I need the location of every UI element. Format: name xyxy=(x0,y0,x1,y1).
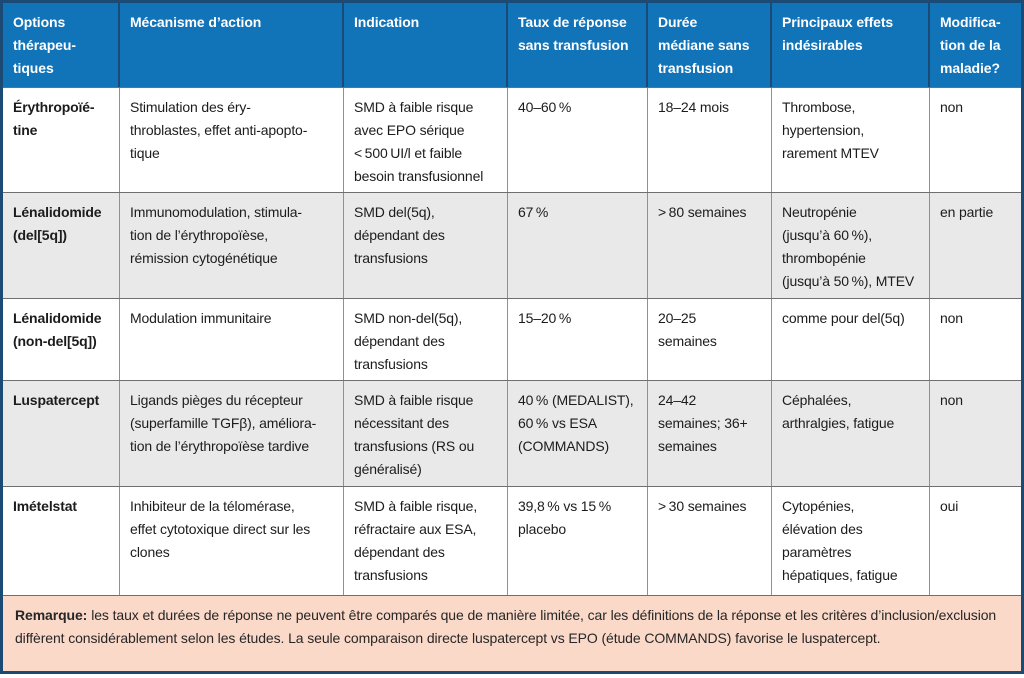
response-rate-cell: 40 % (MEDALIST), 60 % vs ESA (COMMANDS) xyxy=(508,381,648,486)
mechanism-cell: Modulation immunitaire xyxy=(120,299,344,380)
duration-cell: > 30 semaines xyxy=(648,487,772,595)
table-header-row: Options thérapeu- tiques Mécanisme d’act… xyxy=(3,3,1021,87)
drug-name-cell: Luspatercept xyxy=(3,381,120,486)
row-imetelstat: Imételstat Inhibiteur de la télomérase, … xyxy=(3,486,1021,595)
adverse-effects-cell: Neutropénie (jusqu’à 60 %), thrombopénie… xyxy=(772,193,930,298)
indication-cell: SMD à faible risque avec EPO sérique < 5… xyxy=(344,88,508,192)
drug-name-cell: Lénalidomide (del[5q]) xyxy=(3,193,120,298)
header-cell-indication: Indication xyxy=(344,3,508,87)
footnote-label: Remarque: xyxy=(15,607,88,623)
row-erythropoietin: Érythropoïé- tine Stimulation des éry- t… xyxy=(3,87,1021,192)
mechanism-cell: Inhibiteur de la télomérase, effet cytot… xyxy=(120,487,344,595)
response-rate-cell: 67 % xyxy=(508,193,648,298)
table-body: Érythropoïé- tine Stimulation des éry- t… xyxy=(3,87,1021,595)
header-cell-options: Options thérapeu- tiques xyxy=(3,3,120,87)
mechanism-cell: Immunomodulation, stimula- tion de l’éry… xyxy=(120,193,344,298)
indication-cell: SMD à faible risque nécessitant des tran… xyxy=(344,381,508,486)
response-rate-cell: 40–60 % xyxy=(508,88,648,192)
footnote-text: les taux et durées de réponse ne peuvent… xyxy=(15,607,997,646)
header-cell-mechanism: Mécanisme d’action xyxy=(120,3,344,87)
indication-cell: SMD non-del(5q), dépendant des transfusi… xyxy=(344,299,508,380)
adverse-effects-cell: comme pour del(5q) xyxy=(772,299,930,380)
disease-modification-cell: non xyxy=(940,392,963,408)
disease-modification-cell: en partie xyxy=(940,204,994,220)
response-rate-cell: 15–20 % xyxy=(508,299,648,380)
header-cell-adverse-effects: Principaux effets indésirables xyxy=(772,3,930,87)
disease-modification-cell: oui xyxy=(940,498,959,514)
response-rate-cell: 39,8 % vs 15 % placebo xyxy=(508,487,648,595)
adverse-effects-cell: Céphalées, arthralgies, fatigue xyxy=(772,381,930,486)
mechanism-cell: Ligands pièges du récepteur (superfamill… xyxy=(120,381,344,486)
duration-cell: > 80 semaines xyxy=(648,193,772,298)
footnote: Remarque: les taux et durées de réponse n… xyxy=(3,595,1021,671)
duration-cell: 18–24 mois xyxy=(648,88,772,192)
row-lenalidomide-del5q: Lénalidomide (del[5q]) Immunomodulation,… xyxy=(3,192,1021,298)
row-luspatercept: Luspatercept Ligands pièges du récepteur… xyxy=(3,380,1021,486)
mechanism-cell: Stimulation des éry- throblastes, effet … xyxy=(120,88,344,192)
header-cell-median-duration: Durée médiane sans transfusion xyxy=(648,3,772,87)
disease-modification-cell: non xyxy=(940,310,963,326)
disease-modification-cell: non xyxy=(940,99,963,115)
duration-cell: 20–25 semaines xyxy=(648,299,772,380)
adverse-effects-cell: Cytopénies, élévation des paramètres hép… xyxy=(772,487,930,595)
adverse-effects-cell: Thrombose, hypertension, rarement MTEV xyxy=(772,88,930,192)
row-lenalidomide-non-del5q: Lénalidomide (non-del[5q]) Modulation im… xyxy=(3,298,1021,380)
duration-cell: 24–42 semaines; 36+ semaines xyxy=(648,381,772,486)
drug-name-cell: Érythropoïé- tine xyxy=(3,88,120,192)
drug-name-cell: Lénalidomide (non-del[5q]) xyxy=(3,299,120,380)
indication-cell: SMD à faible risque, réfractaire aux ESA… xyxy=(344,487,508,595)
header-cell-disease-modification: Modifica- tion de la maladie? xyxy=(940,14,1001,76)
drug-name-cell: Imételstat xyxy=(3,487,120,595)
indication-cell: SMD del(5q), dépendant des transfusions xyxy=(344,193,508,298)
header-cell-response-rate: Taux de réponse sans transfusion xyxy=(508,3,648,87)
